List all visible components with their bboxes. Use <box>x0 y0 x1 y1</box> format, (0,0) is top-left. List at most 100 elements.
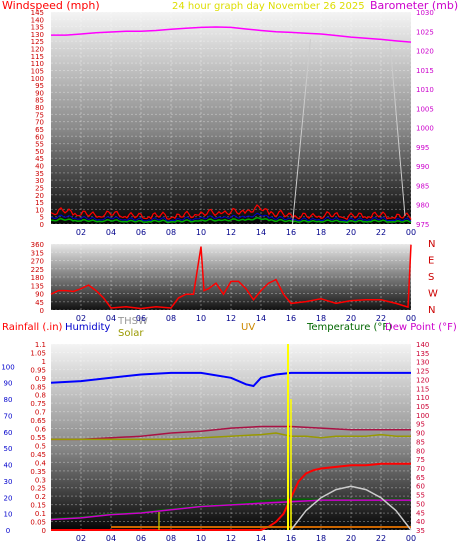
y-left2-tick-label: 40 <box>4 462 13 470</box>
y-right-tick-label: 140 <box>416 341 429 349</box>
y-left-tick-label: 0.85 <box>30 383 46 391</box>
y-right-tick-label: 65 <box>416 474 425 482</box>
y-right-tick-label: 45 <box>416 509 425 517</box>
y-right-tick-label: 1020 <box>416 48 434 56</box>
y-left-tick-label: 80 <box>35 104 44 112</box>
y-right-tick-label: N <box>428 239 435 250</box>
y-left-tick-label: 100 <box>31 75 44 83</box>
y-right-tick-label: 975 <box>416 221 429 229</box>
y-left-tick-label: 140 <box>31 16 44 24</box>
y-left2-tick-label: 30 <box>4 478 13 486</box>
wind-direction-line <box>50 244 412 310</box>
y-left-tick-label: 0.05 <box>30 519 46 527</box>
y-left-tick-label: 0.2 <box>35 493 46 501</box>
y-left-tick-label: 225 <box>31 266 44 274</box>
x-tick-label: 14 <box>256 228 266 237</box>
uv-label: UV <box>241 322 255 333</box>
x-tick-label: 04 <box>106 228 116 237</box>
direction-panel <box>51 244 411 310</box>
y-left-tick-label: 115 <box>31 53 44 61</box>
y-right-tick-label: W <box>428 289 438 300</box>
dewpoint-line <box>50 499 411 521</box>
y-left2-tick-label: 90 <box>4 380 13 388</box>
y-left-tick-label: 0.1 <box>35 510 46 518</box>
x-tick-label: 16 <box>286 314 296 323</box>
y-right-tick-label: 995 <box>416 144 429 152</box>
y-left-tick-label: 95 <box>35 82 44 90</box>
y-left-tick-label: 315 <box>31 249 44 257</box>
barometer-label: Barometer (mb) <box>370 0 458 12</box>
y-left-tick-label: 0.55 <box>30 434 46 442</box>
x-tick-label: 18 <box>316 314 326 323</box>
y-left-tick-label: 130 <box>31 31 44 39</box>
y-left-tick-label: 0.15 <box>30 502 46 510</box>
solar-label: Solar <box>118 328 144 339</box>
x-tick-label: 16 <box>286 228 296 237</box>
y-left2-tick-label: 10 <box>4 511 13 519</box>
x-tick-label: 08 <box>166 534 176 543</box>
y-left2-tick-label: 80 <box>4 396 13 404</box>
y-left-tick-label: 30 <box>35 177 44 185</box>
y-left-tick-label: 0.65 <box>30 417 46 425</box>
y-left-tick-label: 0.6 <box>35 426 47 434</box>
y-right-tick-label: 110 <box>416 394 429 402</box>
y-right-tick-label: 50 <box>416 500 425 508</box>
date-label: 24 hour graph day November 26 2025 <box>172 1 365 12</box>
rainfall-label: Rainfall (.in) <box>2 322 63 333</box>
y-right-tick-label: 1015 <box>416 67 434 75</box>
y-left-tick-label: 0 <box>40 221 44 229</box>
y-right-tick-label: 135 <box>416 350 429 358</box>
x-tick-label: 04 <box>106 314 116 323</box>
windspeed-label: Windspeed (mph) <box>2 0 100 12</box>
y-left-tick-label: 0.95 <box>30 366 46 374</box>
y-left-tick-label: 135 <box>31 282 44 290</box>
y-right-tick-label: E <box>428 256 434 267</box>
y-right-tick-label: 105 <box>416 403 429 411</box>
x-tick-label: 22 <box>376 228 386 237</box>
y-right-tick-label: 1025 <box>416 28 434 36</box>
y-right-tick-label: 990 <box>416 163 429 171</box>
y-right-tick-label: 115 <box>416 385 429 393</box>
y-right-tick-label: 1010 <box>416 86 434 94</box>
x-tick-label: 04 <box>106 534 116 543</box>
temperature-label: Temperature (°F) <box>306 322 392 333</box>
windspeed-line <box>50 204 412 221</box>
thsw-line <box>51 425 411 441</box>
y-left-tick-label: 1 <box>42 358 46 366</box>
sun-arc-line <box>290 485 412 531</box>
y-left-tick-label: 75 <box>35 111 44 119</box>
wind-avg-line <box>50 216 412 224</box>
y-left-tick-label: 0.75 <box>30 400 46 408</box>
y-left-tick-label: 10 <box>35 206 44 214</box>
x-tick-label: 20 <box>346 228 356 237</box>
y-left-tick-label: 135 <box>31 24 44 32</box>
y-left-tick-label: 0.7 <box>35 409 46 417</box>
temperature-line <box>50 498 411 520</box>
x-tick-label: 02 <box>76 314 86 323</box>
y-right-tick-label: 980 <box>416 202 429 210</box>
x-tick-label: 12 <box>226 228 236 237</box>
x-tick-label: 18 <box>316 534 326 543</box>
y-left-tick-label: 45 <box>35 299 44 307</box>
x-tick-label: 00 <box>406 534 416 543</box>
x-tick-label: 08 <box>166 228 176 237</box>
y-right-tick-label: 40 <box>416 518 425 526</box>
y-left-tick-label: 0.5 <box>35 442 46 450</box>
y-left-tick-label: 105 <box>31 67 44 75</box>
y-left-tick-label: 50 <box>35 148 44 156</box>
y-right-tick-label: 35 <box>416 527 425 535</box>
y-left-tick-label: 0.3 <box>35 476 46 484</box>
y-right-tick-label: 1005 <box>416 105 434 113</box>
y-left-tick-label: 1.05 <box>30 349 46 357</box>
thsw-label: THSW <box>117 316 148 327</box>
x-tick-label: 16 <box>286 534 296 543</box>
y-left-tick-label: 125 <box>31 38 44 46</box>
y-right-tick-label: 1000 <box>416 125 434 133</box>
y-left2-tick-label: 50 <box>4 445 13 453</box>
y-left-tick-label: 90 <box>35 291 44 299</box>
y-right-tick-label: 125 <box>416 368 429 376</box>
x-tick-label: 20 <box>346 314 356 323</box>
y-left2-tick-label: 70 <box>4 412 13 420</box>
